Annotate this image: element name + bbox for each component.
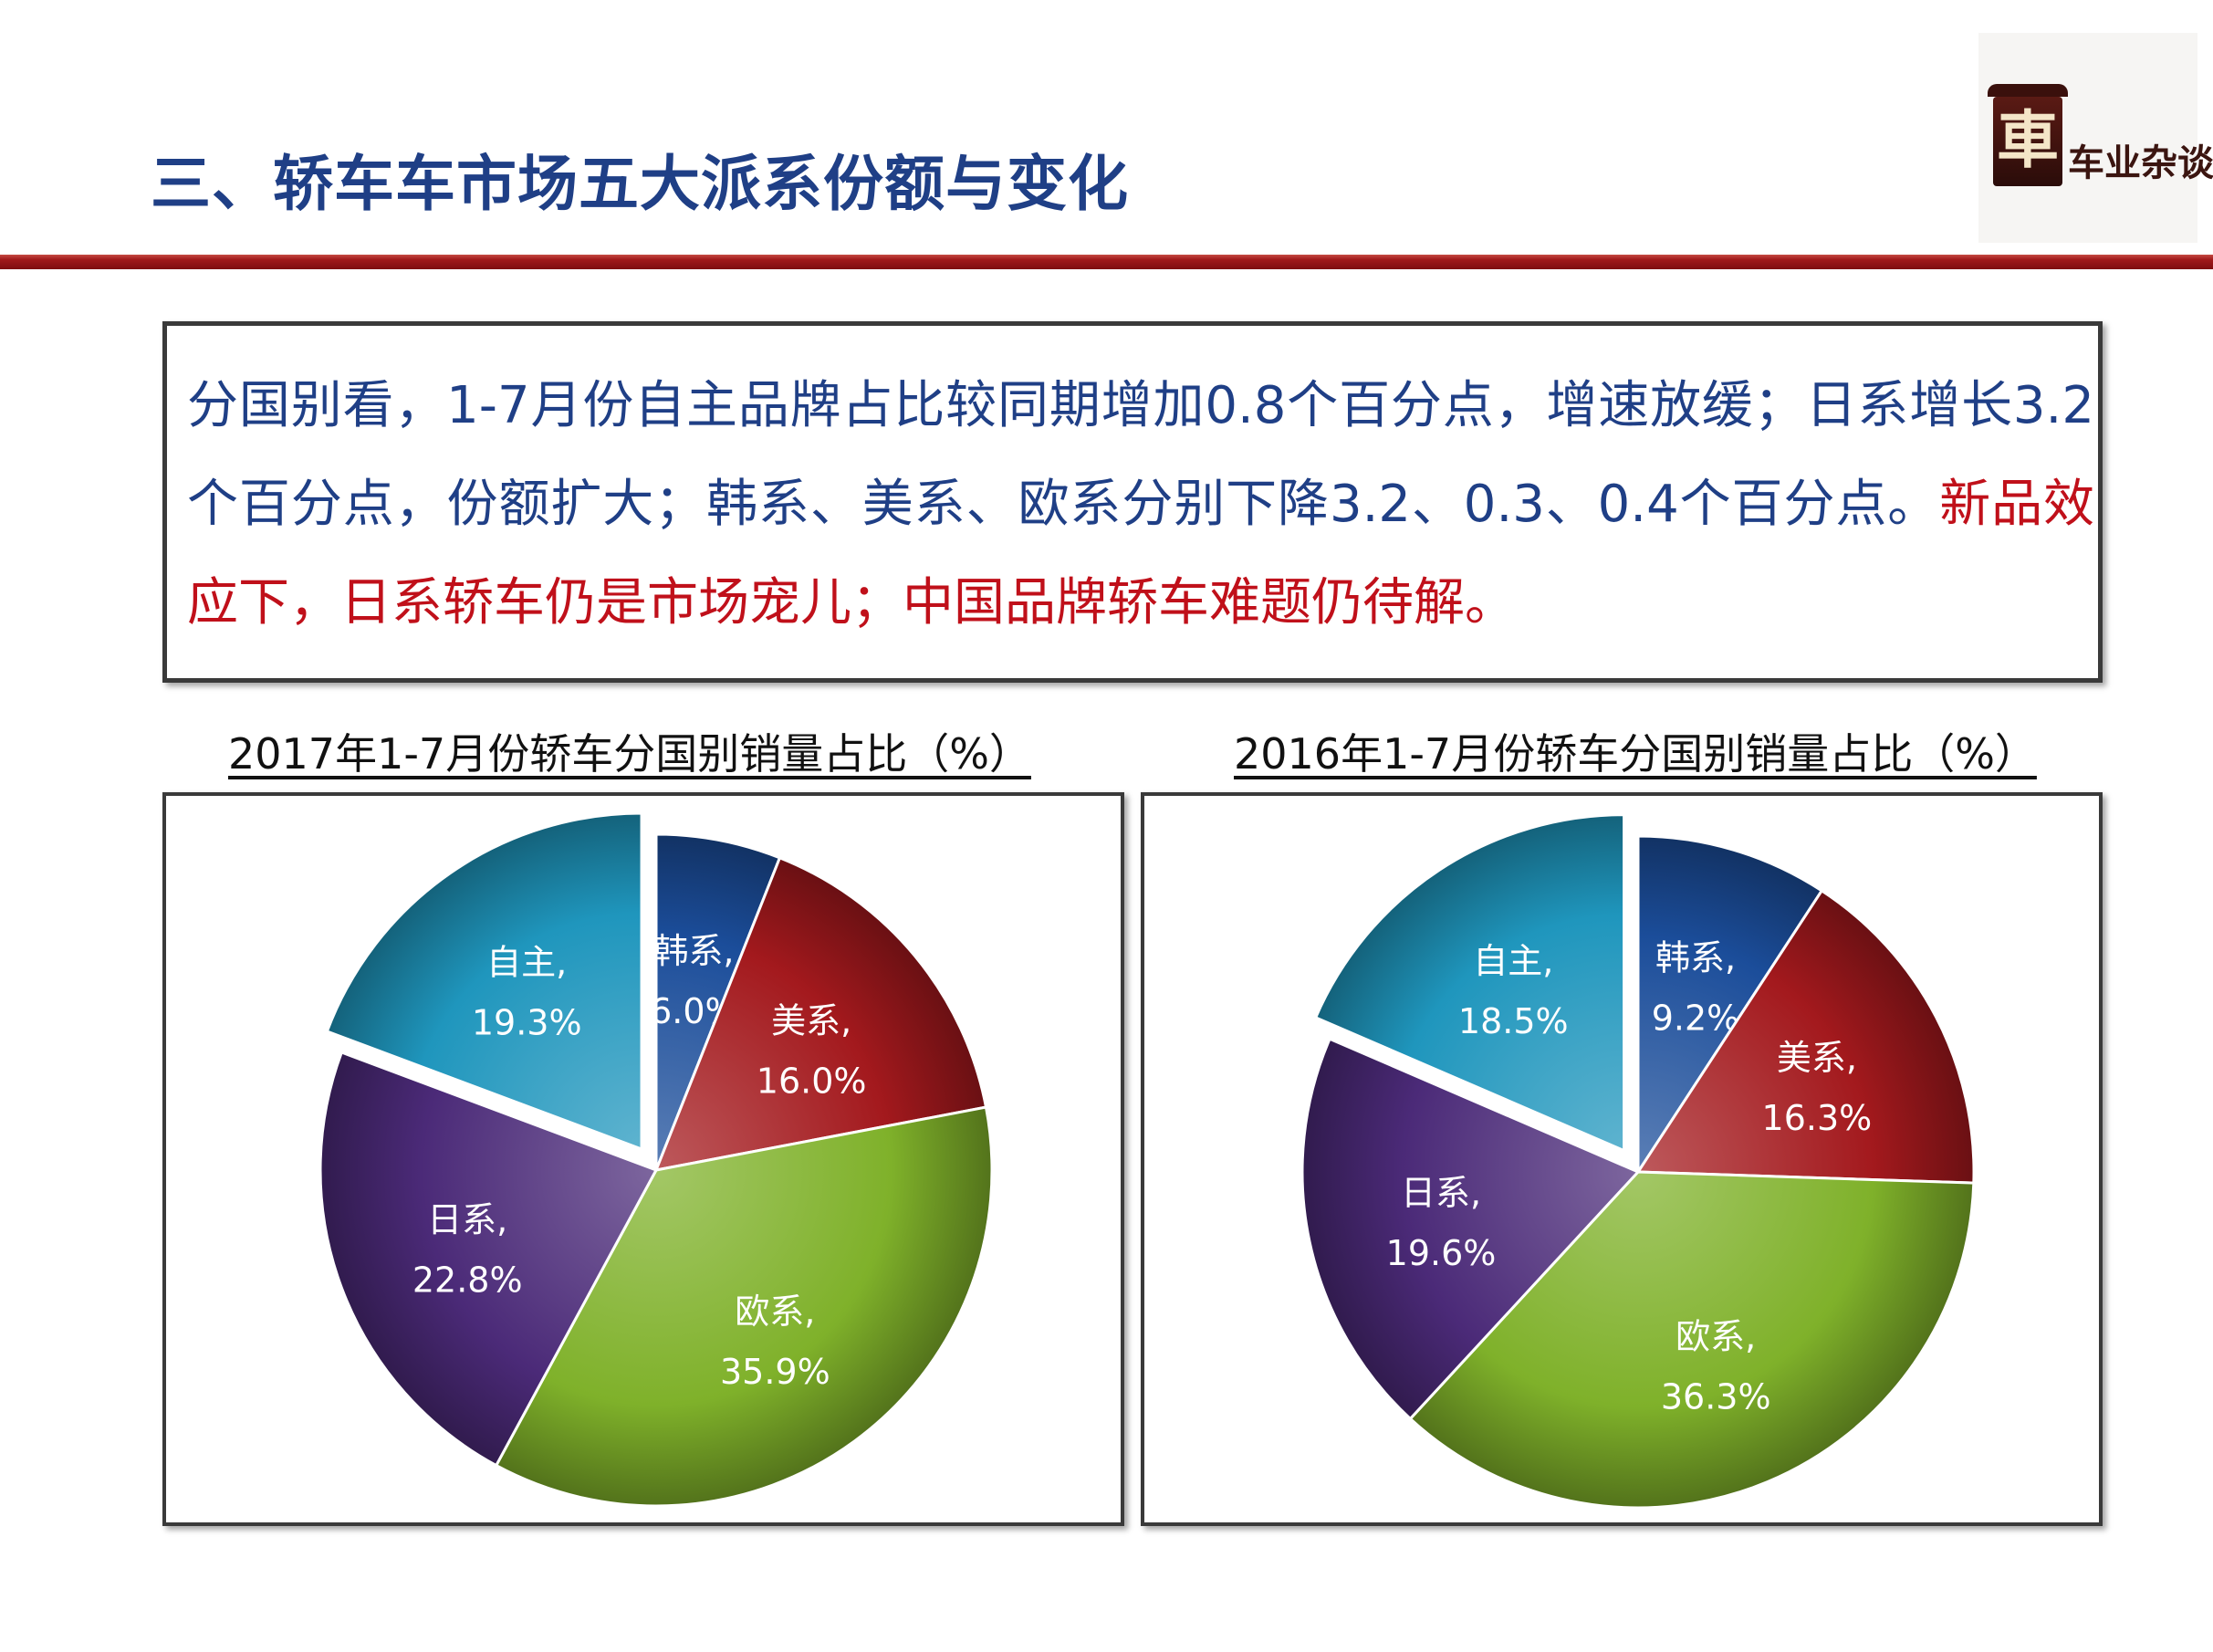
slice-value-日系: 19.6% (1386, 1233, 1497, 1273)
slice-label-美系: 美系, (1777, 1038, 1857, 1078)
summary-text-main: 分国别看，1-7月份自主品牌占比较同期增加0.8个百分点，增速放缓；日系增长3.… (187, 376, 2094, 534)
pie-slice-韩系 (654, 832, 782, 1171)
slice-value-日系: 22.8% (412, 1260, 523, 1300)
slice-value-自主: 19.3% (472, 1003, 582, 1043)
slice-value-自主: 18.5% (1458, 1001, 1569, 1041)
slice-label-自主: 自主, (486, 943, 567, 983)
pie-slice-日系 (318, 1051, 659, 1468)
chart-title-2017: 2017年1-7月份轿车分国别销量占比（%） (228, 729, 1031, 779)
pie-slice-自主 (325, 811, 643, 1152)
slice-label-欧系: 欧系, (735, 1291, 815, 1332)
pie-slice-美系 (1635, 888, 1976, 1185)
pie-chart-2016: 韩系, 9.2% 美系, 16.3% 欧系, 36.3% 日系, 19.6% 自主, 18.5% (1141, 792, 2103, 1526)
slice-value-韩系: 9.2% (1652, 998, 1740, 1038)
slice-label-欧系: 欧系, (1675, 1317, 1756, 1357)
pie-slice-欧系 (1408, 1170, 1976, 1510)
pie-chart-2016-svg: 韩系, 9.2% 美系, 16.3% 欧系, 36.3% 日系, 19.6% 自主, 18.5% (1300, 813, 1976, 1510)
chart-title-2016: 2016年1-7月份轿车分国别销量占比（%） (1234, 729, 2037, 779)
slice-value-欧系: 35.9% (720, 1352, 830, 1392)
header-divider (0, 255, 2213, 269)
summary-text-highlight: 新品效应下，日系轿车仍是市场宠儿；中国品牌轿车难题仍待解。 (187, 475, 2094, 633)
slice-label-自主: 自主, (1473, 941, 1553, 981)
slice-label-美系: 美系, (771, 1000, 851, 1040)
slice-label-韩系: 韩系, (1655, 937, 1736, 978)
brand-logo: 車 车业杂谈 (1978, 33, 2213, 243)
summary-box: 分国别看，1-7月份自主品牌占比较同期增加0.8个百分点，增速放缓；日系增长3.… (162, 321, 2103, 683)
pie-chart-2017: 韩系, 6.0% 美系, 16.0% 欧系, 35.9% 日系, 22.8% 自主, 19.3% (162, 792, 1124, 1526)
pie-slice-欧系 (494, 1105, 994, 1508)
slice-label-日系: 日系, (1401, 1173, 1481, 1213)
logo-mark-icon: 車 (1988, 84, 2068, 186)
logo-text: 车业杂谈 (2068, 141, 2213, 184)
pie-slice-美系 (653, 855, 988, 1172)
pie-slice-自主 (1313, 813, 1626, 1153)
page-title: 三、轿车车市场五大派系份额与变化 (151, 149, 1129, 219)
slice-value-美系: 16.0% (757, 1061, 867, 1101)
pie-slice-日系 (1300, 1037, 1641, 1421)
pie-slice-韩系 (1636, 834, 1824, 1177)
slice-value-欧系: 36.3% (1661, 1377, 1771, 1417)
summary-text: 分国别看，1-7月份自主品牌占比较同期增加0.8个百分点，增速放缓；日系增长3.… (187, 357, 2094, 653)
slice-label-日系: 日系, (427, 1199, 507, 1239)
slice-label-韩系: 韩系, (653, 931, 734, 971)
pie-chart-2017-svg: 韩系,6.0% 美系,16.0%欧系,35.9%日系,22.8%自主,19.3% (318, 811, 994, 1508)
slice-value-美系: 16.3% (1762, 1098, 1873, 1138)
